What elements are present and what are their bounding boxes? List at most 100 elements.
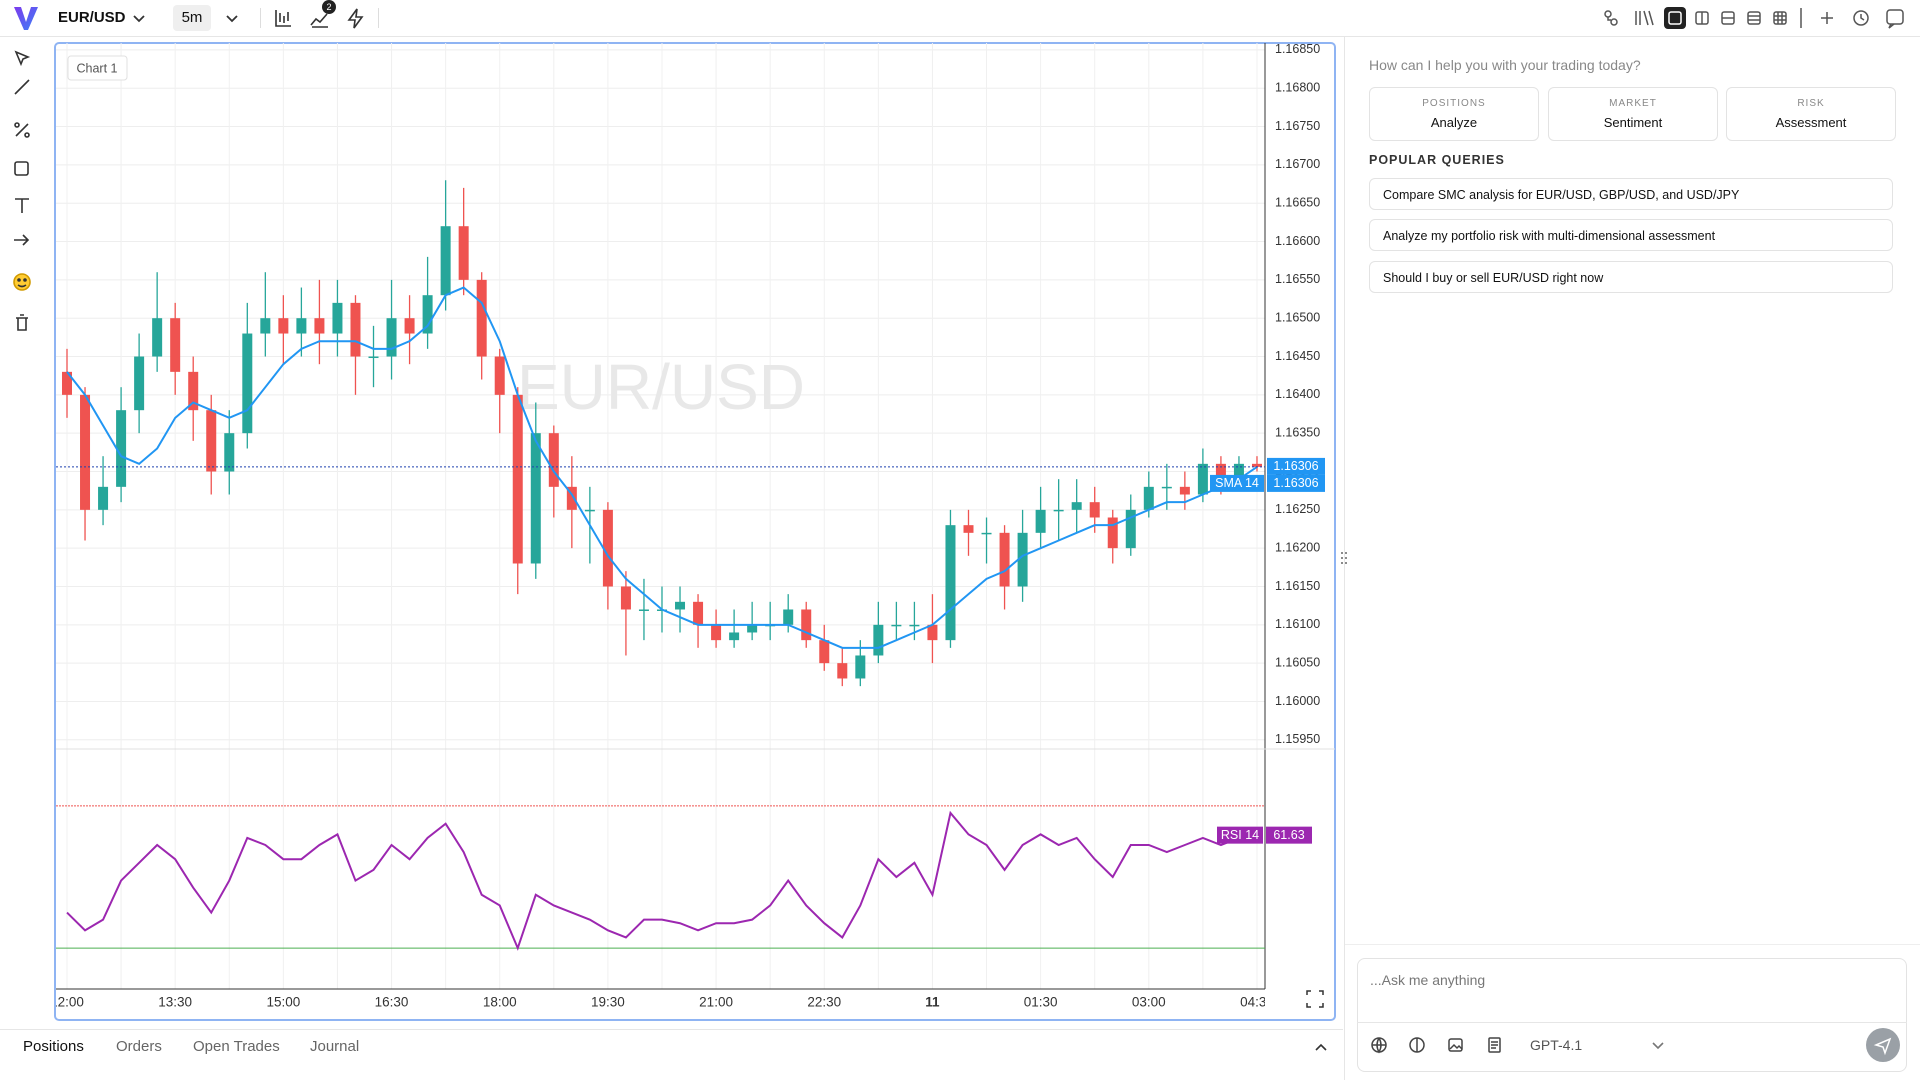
candle-body [296, 318, 307, 334]
divider [1345, 944, 1920, 945]
card-title: Assessment [1775, 115, 1847, 130]
y-tick-label: 1.16400 [1275, 387, 1320, 401]
x-tick-label: 16:30 [375, 995, 409, 1010]
chart: EUR/USD Chart 1 1.16850 1.16800 1.16750 1.1… [50, 42, 1336, 1021]
tab[interactable]: Orders [116, 1038, 162, 1055]
candle-body [116, 410, 127, 487]
suggestion-card[interactable]: RISK Assessment [1726, 87, 1896, 141]
sma-tag [1210, 474, 1264, 492]
model-select[interactable]: GPT-4.1 [1530, 1037, 1583, 1053]
sma-value-label: 1.16306 [1273, 476, 1318, 490]
query[interactable]: Should I buy or sell EUR/USD right now [1369, 261, 1893, 293]
candle-body [1161, 486, 1172, 489]
top-bar [0, 0, 1920, 37]
x-tick-label: 13:30 [158, 995, 192, 1010]
x-tick-label: 21:00 [699, 995, 733, 1010]
candle-body [819, 640, 830, 664]
input-placeholder[interactable]: ...Ask me anything [1370, 972, 1486, 988]
x-tick-label: 18:00 [483, 995, 517, 1010]
candle-body [602, 509, 613, 587]
candle-body [422, 295, 433, 334]
y-tick-label: 1.16250 [1275, 502, 1320, 516]
candle-body [855, 655, 866, 679]
y-tick-label: 1.16500 [1275, 310, 1320, 324]
interval[interactable]: 5m [173, 5, 211, 31]
indicators-icon[interactable] [308, 7, 330, 29]
section-title: POPULAR QUERIES [1369, 153, 1505, 167]
query[interactable]: Compare SMC analysis for EUR/USD, GBP/US… [1369, 178, 1893, 210]
alert-icon[interactable] [344, 7, 366, 29]
candle-body [134, 356, 145, 411]
y-tick-label: 1.16800 [1275, 81, 1320, 95]
rsi-tag [1217, 826, 1263, 844]
collapse-icon[interactable] [1310, 1036, 1332, 1058]
candle-body [783, 609, 794, 625]
logo[interactable] [12, 4, 40, 32]
candle-body [1143, 486, 1154, 510]
suggestion-card[interactable]: POSITIONS Analyze [1369, 87, 1539, 141]
candle-body [945, 525, 956, 641]
y-tick-label: 1.16150 [1275, 579, 1320, 593]
sma-value-tag [1267, 474, 1325, 492]
y-tick-label: 1.16850 [1275, 42, 1320, 56]
candle-body [693, 601, 704, 625]
candle-body [1107, 517, 1118, 549]
x-tick-label: 03:00 [1132, 995, 1166, 1010]
chart-badge-box [67, 55, 128, 81]
candle-body [891, 624, 902, 627]
rsi-line [66, 810, 1258, 951]
tab[interactable]: Positions [23, 1038, 84, 1055]
rsi-value-label: 61.63 [1273, 828, 1304, 842]
candle-body [747, 624, 758, 633]
candle-body [404, 318, 415, 334]
x-tick-label: 11 [925, 995, 940, 1010]
chevron[interactable] [128, 7, 150, 29]
expand-icon[interactable] [1306, 990, 1324, 1008]
candle-body [1251, 463, 1262, 467]
candle-body [909, 624, 920, 627]
tab[interactable]: Open Trades [193, 1038, 280, 1055]
candle-body [1233, 463, 1244, 480]
candle-body [530, 433, 541, 564]
candle-body [566, 486, 577, 510]
sma-tag-name: SMA 14 [1215, 476, 1259, 490]
chevron[interactable] [1647, 1034, 1669, 1056]
assistant-prompt: How can I help you with your trading tod… [1369, 57, 1641, 73]
x-tick-label: 22:30 [807, 995, 841, 1010]
candles-icon[interactable] [272, 7, 294, 29]
panel-border [1344, 36, 1345, 1080]
y-tick-label: 1.16650 [1275, 196, 1320, 210]
tab[interactable]: Journal [310, 1038, 360, 1055]
send-button[interactable] [1866, 1028, 1900, 1062]
symbol[interactable]: EUR/USD [58, 9, 126, 26]
candle-body [494, 356, 505, 395]
price-tag-label: 1.16306 [1273, 459, 1318, 473]
input-tools[interactable] [1368, 1034, 1508, 1056]
drawing-tools[interactable] [10, 48, 38, 338]
y-tick-label: 1.16100 [1275, 617, 1320, 631]
candle-body [476, 279, 487, 357]
layout-icons[interactable] [1596, 6, 1916, 30]
chevron[interactable] [221, 7, 243, 29]
candle-body [1071, 502, 1082, 510]
x-tick-label: 04:30 [1240, 995, 1274, 1010]
splitter[interactable] [1339, 550, 1349, 566]
candle-body [332, 302, 343, 334]
price-tag [1267, 457, 1325, 475]
y-tick-label: 1.16750 [1275, 119, 1320, 133]
suggestion-card[interactable]: MARKET Sentiment [1548, 87, 1718, 141]
x-tick-label: 12:00 [50, 995, 84, 1010]
card-label: MARKET [1609, 98, 1657, 109]
candle-body [801, 609, 812, 641]
y-tick-label: 1.16050 [1275, 655, 1320, 669]
candle-body [620, 586, 631, 610]
candle-body [1197, 463, 1208, 495]
query[interactable]: Analyze my portfolio risk with multi-dim… [1369, 219, 1893, 251]
candle-body [873, 624, 884, 656]
badge: 2 [322, 0, 336, 14]
candle-body [584, 509, 595, 512]
input-box[interactable] [1357, 958, 1907, 1072]
candle-body [458, 226, 469, 280]
candle-body [386, 318, 397, 357]
